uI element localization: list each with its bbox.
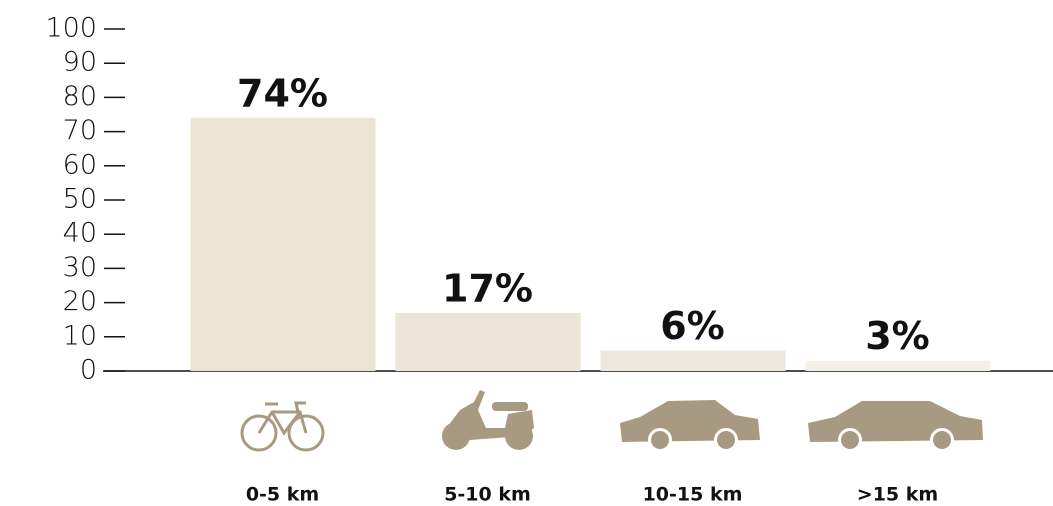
value-label: 74%: [237, 71, 328, 115]
y-tick-label: 20: [63, 286, 97, 317]
y-tick-label: 60: [63, 149, 97, 180]
y-tick-label: 80: [63, 81, 97, 112]
value-label: 6%: [660, 304, 725, 348]
car-icon: [620, 400, 760, 452]
y-tick-label: 30: [63, 252, 97, 283]
value-label: 17%: [442, 266, 533, 310]
value-label: 3%: [865, 314, 930, 358]
x-tick-label: 0-5 km: [246, 484, 319, 506]
bicycle-icon: [240, 401, 325, 452]
bar: [600, 350, 786, 371]
bar: [190, 117, 376, 371]
y-tick-label: 100: [45, 13, 97, 44]
x-tick-label: >15 km: [857, 484, 938, 506]
y-tick-label: 90: [63, 47, 97, 78]
x-tick-label: 10-15 km: [643, 484, 743, 506]
x-tick-label: 5-10 km: [444, 484, 531, 506]
car-icon: [808, 401, 983, 452]
bar: [395, 312, 581, 371]
y-tick-label: 10: [63, 320, 97, 351]
scooter-icon: [442, 390, 534, 450]
y-tick-label: 0: [80, 355, 97, 386]
bar: [805, 360, 991, 371]
y-tick-label: 50: [63, 184, 97, 215]
y-tick-label: 70: [63, 115, 97, 146]
y-tick-label: 40: [63, 218, 97, 249]
